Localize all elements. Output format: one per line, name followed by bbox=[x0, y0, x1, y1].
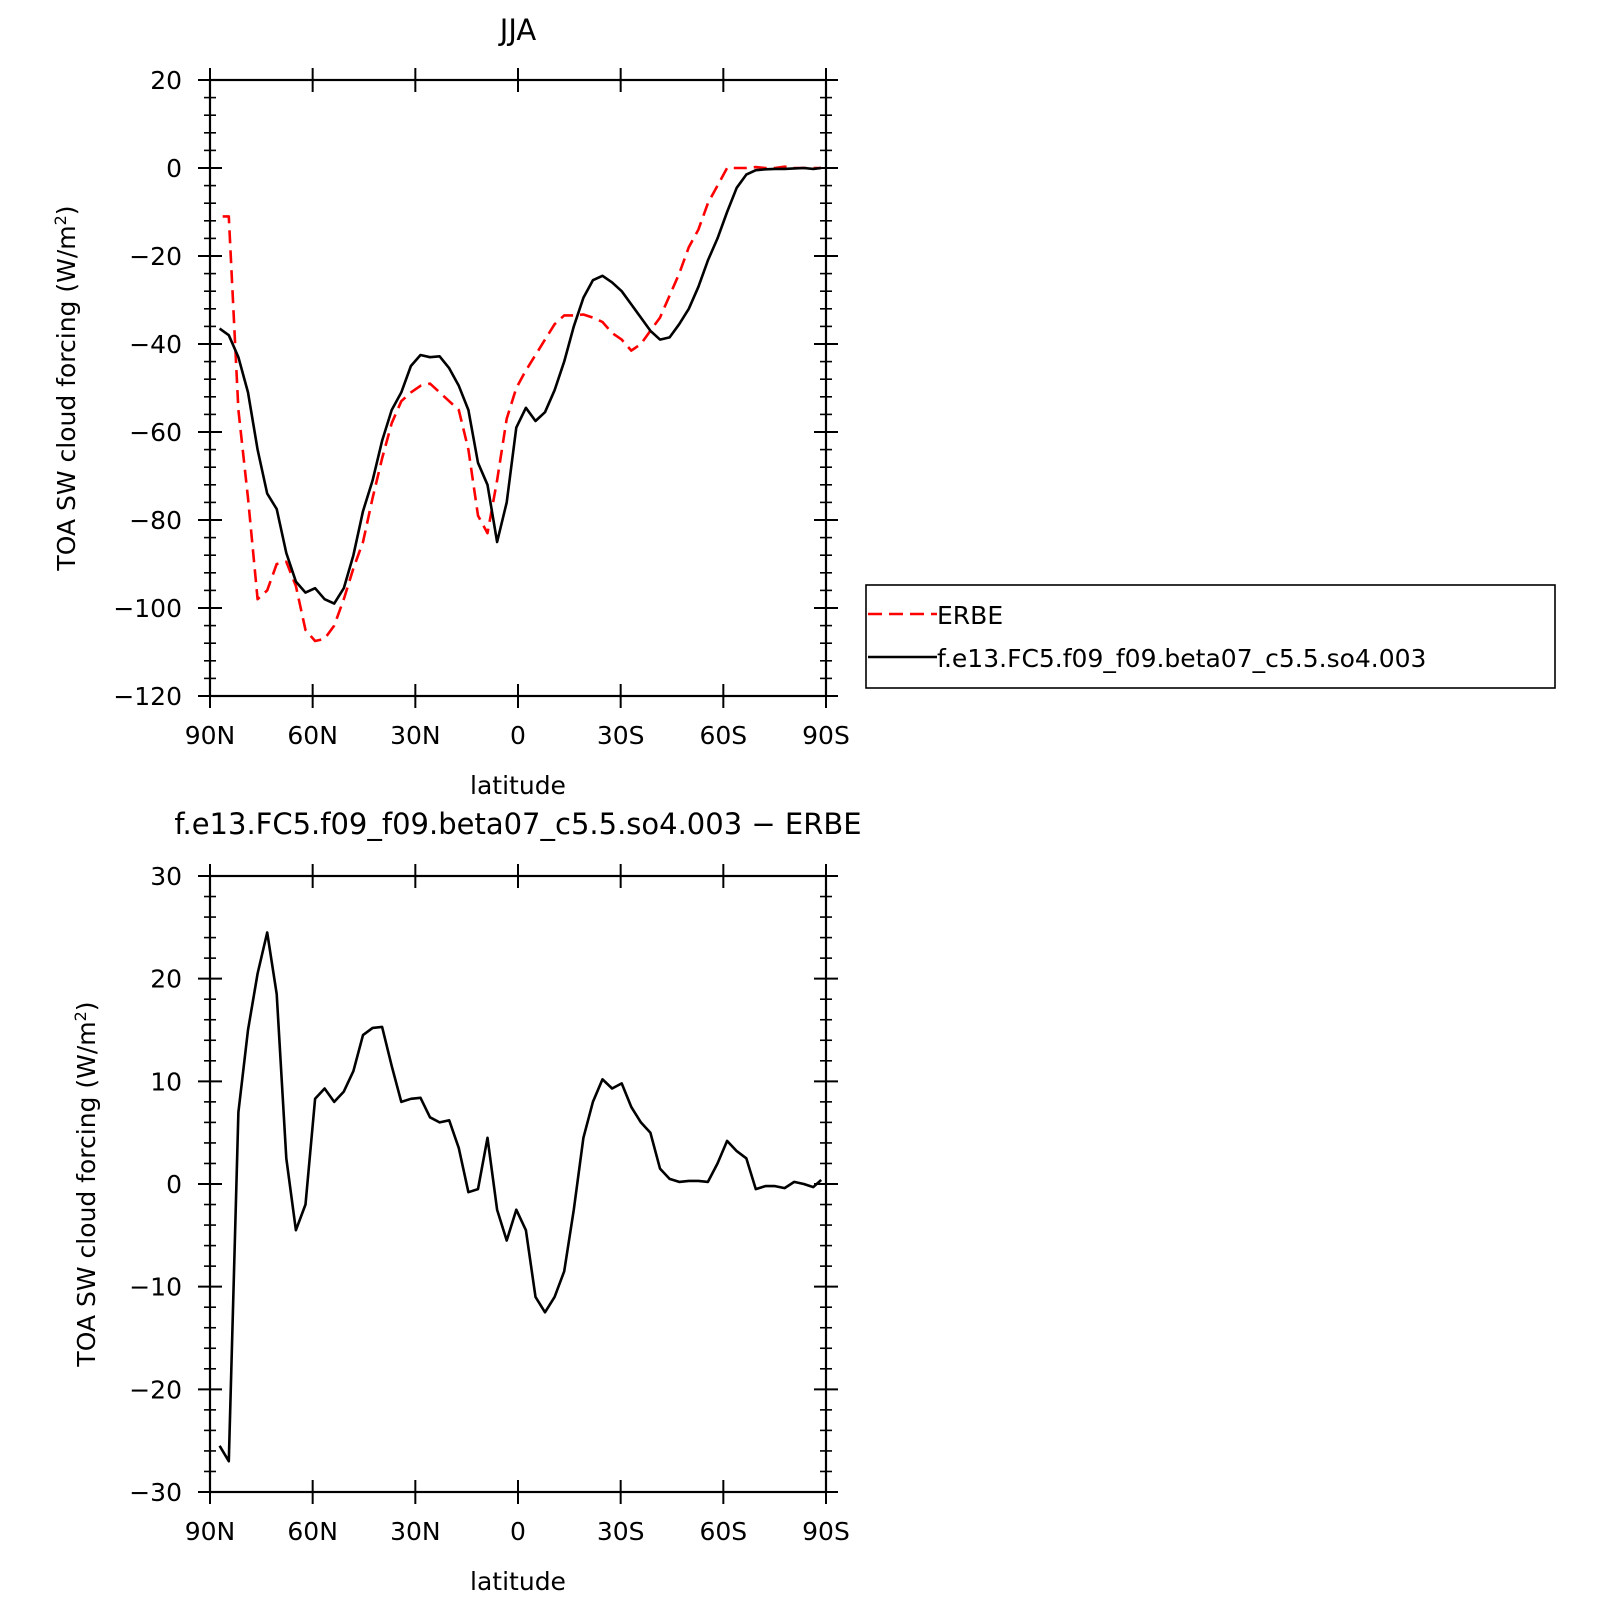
bottom-y-tick-label: 30 bbox=[150, 862, 182, 891]
bottom-y-tick-labels: 30 20 10 0 −10 −20 −30 bbox=[129, 862, 182, 1507]
bottom-x-tick-label: 30S bbox=[597, 1517, 645, 1546]
bottom-y-axis-label: TOA SW cloud forcing (W/m2) bbox=[71, 1001, 102, 1367]
top-tick-marks bbox=[198, 68, 838, 708]
bottom-y-axis-label-text: TOA SW cloud forcing (W/m bbox=[72, 1021, 101, 1367]
top-chart-title: JJA bbox=[498, 13, 537, 47]
bottom-x-axis-label: latitude bbox=[470, 1567, 566, 1596]
top-y-tick-label: −80 bbox=[129, 506, 182, 535]
bottom-series-lines bbox=[218, 931, 823, 1463]
bottom-plot-frame bbox=[208, 874, 828, 1494]
bottom-series-line-difference bbox=[218, 931, 823, 1463]
top-y-tick-label: −120 bbox=[113, 682, 182, 711]
legend-box bbox=[865, 584, 1556, 689]
top-y-axis-label-text: TOA SW cloud forcing (W/m bbox=[52, 225, 81, 571]
top-y-axis-label: TOA SW cloud forcing (W/m2) bbox=[51, 205, 82, 571]
bottom-tick-marks bbox=[198, 864, 838, 1504]
top-y-tick-label: 20 bbox=[150, 66, 182, 95]
bottom-y-tick-label: 10 bbox=[150, 1067, 182, 1096]
bottom-x-tick-label: 60N bbox=[287, 1517, 338, 1546]
bottom-x-tick-labels: 90N 60N 30N 0 30S 60S 90S bbox=[185, 1517, 850, 1546]
top-x-tick-label: 30N bbox=[390, 721, 441, 750]
top-y-tick-label: −60 bbox=[129, 418, 182, 447]
top-x-axis-label: latitude bbox=[470, 771, 566, 800]
top-y-tick-label: −40 bbox=[129, 330, 182, 359]
top-x-tick-labels: 90N 60N 30N 0 30S 60S 90S bbox=[185, 721, 850, 750]
bottom-y-axis-label-superscript: 2 bbox=[71, 1011, 90, 1021]
top-y-axis-label-close: ) bbox=[52, 205, 81, 215]
top-series-line-f-e13-fc5-f09-f09-beta07-c5-5-so4-003 bbox=[218, 166, 822, 605]
bottom-chart-title: f.e13.FC5.f09_f09.beta07_c5.5.so4.003 − … bbox=[174, 807, 861, 841]
top-y-tick-label: 0 bbox=[166, 154, 182, 183]
bottom-y-tick-label: −10 bbox=[129, 1273, 182, 1302]
bottom-x-tick-label: 0 bbox=[510, 1517, 526, 1546]
top-y-tick-label: −20 bbox=[129, 242, 182, 271]
bottom-chart: f.e13.FC5.f09_f09.beta07_c5.5.so4.003 − … bbox=[71, 807, 862, 1596]
bottom-y-tick-label: 20 bbox=[150, 965, 182, 994]
top-x-tick-label: 90N bbox=[185, 721, 236, 750]
top-chart: JJA 20 0 −20 −40 −60 −80 −100 −120 90N 60N 30N 0 30… bbox=[51, 13, 1556, 800]
bottom-x-tick-label: 30N bbox=[390, 1517, 441, 1546]
bottom-y-axis-label-close: ) bbox=[72, 1001, 101, 1011]
top-x-tick-label: 0 bbox=[510, 721, 526, 750]
top-plot-frame bbox=[208, 78, 828, 698]
bottom-y-tick-label: 0 bbox=[166, 1170, 182, 1199]
bottom-y-tick-label: −20 bbox=[129, 1375, 182, 1404]
bottom-x-tick-label: 90N bbox=[185, 1517, 236, 1546]
top-series-line-erbe bbox=[222, 165, 822, 643]
top-y-axis-label-superscript: 2 bbox=[51, 215, 70, 225]
top-y-tick-labels: 20 0 −20 −40 −60 −80 −100 −120 bbox=[113, 66, 182, 711]
top-x-tick-label: 30S bbox=[597, 721, 645, 750]
legend-erbe-label: ERBE bbox=[937, 601, 1003, 630]
legend-model-label: f.e13.FC5.f09_f09.beta07_c5.5.so4.003 bbox=[937, 644, 1426, 673]
bottom-y-tick-label: −30 bbox=[129, 1478, 182, 1507]
top-x-tick-label: 60S bbox=[699, 721, 747, 750]
top-x-tick-label: 90S bbox=[802, 721, 850, 750]
top-x-tick-label: 60N bbox=[287, 721, 338, 750]
legend: ERBE f.e13.FC5.f09_f09.beta07_c5.5.so4.0… bbox=[865, 584, 1556, 689]
top-series-lines bbox=[218, 165, 822, 643]
top-y-tick-label: −100 bbox=[113, 594, 182, 623]
bottom-x-tick-label: 60S bbox=[699, 1517, 747, 1546]
bottom-x-tick-label: 90S bbox=[802, 1517, 850, 1546]
